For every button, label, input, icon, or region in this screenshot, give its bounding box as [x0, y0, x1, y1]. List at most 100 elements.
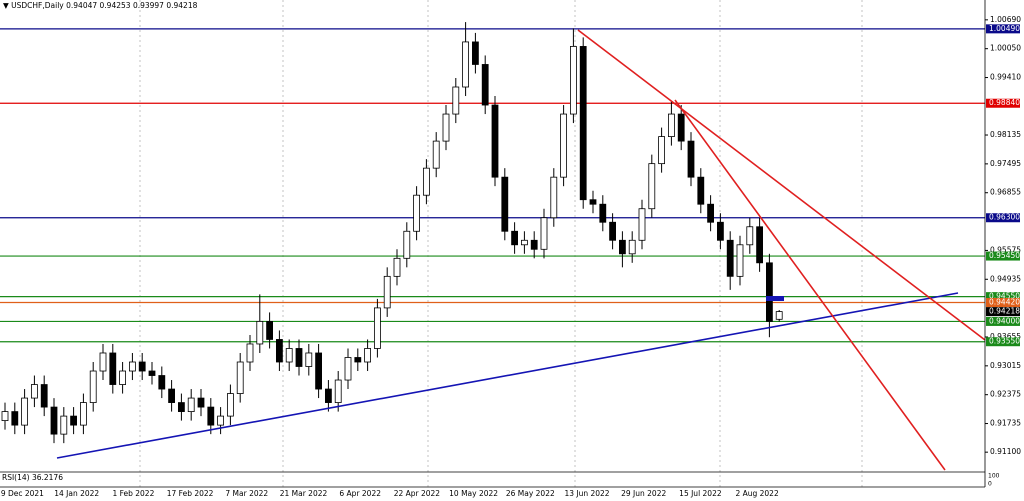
candle-body	[609, 221, 616, 241]
x-tick-label: 29 Dec 2021	[0, 489, 44, 498]
x-tick-label: 14 Jan 2022	[54, 489, 99, 498]
candle-body	[11, 411, 19, 426]
header-close: 0.94218	[166, 1, 197, 10]
candle-body	[373, 307, 381, 349]
candle-body	[40, 384, 48, 408]
level-tag	[986, 24, 1020, 34]
candle-body	[599, 203, 607, 223]
candle-body	[354, 357, 362, 363]
candle-body	[109, 352, 117, 385]
candle-body	[197, 397, 205, 408]
candle-body	[158, 375, 166, 390]
x-tick-label: 26 May 2022	[506, 489, 555, 498]
candle-body	[432, 140, 440, 169]
candle-body	[275, 339, 283, 363]
candle-body	[393, 257, 401, 277]
candle-body	[452, 86, 460, 115]
candle-body	[50, 406, 58, 435]
candle-body	[403, 230, 411, 259]
candle-body	[226, 393, 234, 417]
header-open: 0.94047	[66, 1, 97, 10]
y-tick-label: 0.93655	[990, 332, 1021, 341]
candle-body	[726, 239, 734, 277]
candle-body	[707, 203, 714, 223]
candle-body	[60, 415, 68, 435]
y-tick-label: 1.00690	[990, 15, 1021, 24]
candle-body	[619, 239, 626, 255]
candle-body	[668, 113, 675, 137]
price-tag	[986, 307, 1020, 317]
candle-body	[677, 113, 685, 142]
level-tag	[986, 316, 1020, 326]
candle-body	[628, 239, 636, 255]
level-label: 0.94420	[989, 297, 1020, 306]
candle-body	[697, 176, 705, 205]
y-tick-label: 0.98135	[990, 130, 1021, 139]
candle-body	[236, 361, 244, 394]
rsi-tick: 100	[988, 473, 1000, 480]
y-tick-label: 0.93015	[990, 361, 1021, 370]
header-low: 0.93997	[133, 1, 164, 10]
x-tick-label: 15 Jul 2022	[679, 489, 722, 498]
candle-body	[746, 226, 754, 246]
candle-body	[570, 46, 577, 115]
candle-body	[285, 348, 293, 363]
symbol: USDCHF,Daily	[11, 1, 64, 10]
current-price: 0.94218	[989, 307, 1020, 316]
y-tick-label: 1.00050	[990, 44, 1021, 53]
candle-body	[187, 397, 195, 412]
candle-body	[119, 370, 126, 385]
candle-body	[511, 230, 519, 246]
y-tick-label: 0.96855	[990, 188, 1021, 197]
candle-body	[305, 352, 313, 367]
candle-body	[471, 41, 479, 65]
candle-body	[315, 352, 323, 390]
x-tick-label: 7 Mar 2022	[225, 489, 268, 498]
candle-body	[766, 262, 773, 322]
candle-body	[775, 311, 783, 320]
level-label: 0.93550	[989, 337, 1020, 346]
candle-body	[168, 388, 176, 403]
x-tick-label: 21 Mar 2022	[280, 489, 328, 498]
level-tag	[986, 213, 1020, 223]
candle-body	[99, 352, 107, 372]
candle-body	[687, 140, 695, 178]
candle-body	[334, 379, 342, 403]
x-tick-label: 22 Apr 2022	[394, 489, 441, 498]
candle-body	[530, 239, 538, 250]
level-tag	[986, 337, 1020, 347]
candles	[1, 22, 783, 444]
rsi-label: RSI(14) 36.2176	[2, 473, 63, 482]
level-tag	[986, 251, 1020, 261]
candle-body	[217, 415, 225, 426]
x-tick-label: 6 Apr 2022	[339, 489, 381, 498]
candle-body	[413, 194, 421, 232]
candle-body	[717, 221, 724, 241]
y-tick-label: 0.91735	[990, 419, 1021, 428]
candle-body	[324, 388, 332, 403]
y-tick-label: 0.97495	[990, 159, 1021, 168]
x-tick-label: 1 Feb 2022	[112, 489, 154, 498]
y-tick-label: 0.91100	[990, 447, 1021, 456]
candle-body	[148, 370, 156, 376]
candle-body	[550, 176, 558, 219]
candle-body	[756, 226, 763, 264]
candle-body	[21, 397, 29, 426]
candle-body	[128, 361, 136, 372]
level-label: 0.94550	[989, 292, 1020, 301]
candle-body	[648, 163, 656, 210]
candle-body	[442, 113, 450, 142]
candle-body	[177, 402, 185, 412]
level-label: 0.94000	[989, 316, 1020, 325]
level-tag	[986, 292, 1020, 302]
y-tick-label: 0.99410	[990, 73, 1021, 82]
x-tick-label: 2 Aug 2022	[735, 489, 778, 498]
x-tick-label: 17 Feb 2022	[167, 489, 214, 498]
candle-body	[256, 321, 264, 345]
candle-body	[462, 41, 470, 88]
candle-body	[80, 402, 87, 426]
rsi-tick: 0	[988, 481, 992, 488]
level-label: 0.96300	[989, 213, 1020, 222]
candle-body	[70, 415, 77, 426]
